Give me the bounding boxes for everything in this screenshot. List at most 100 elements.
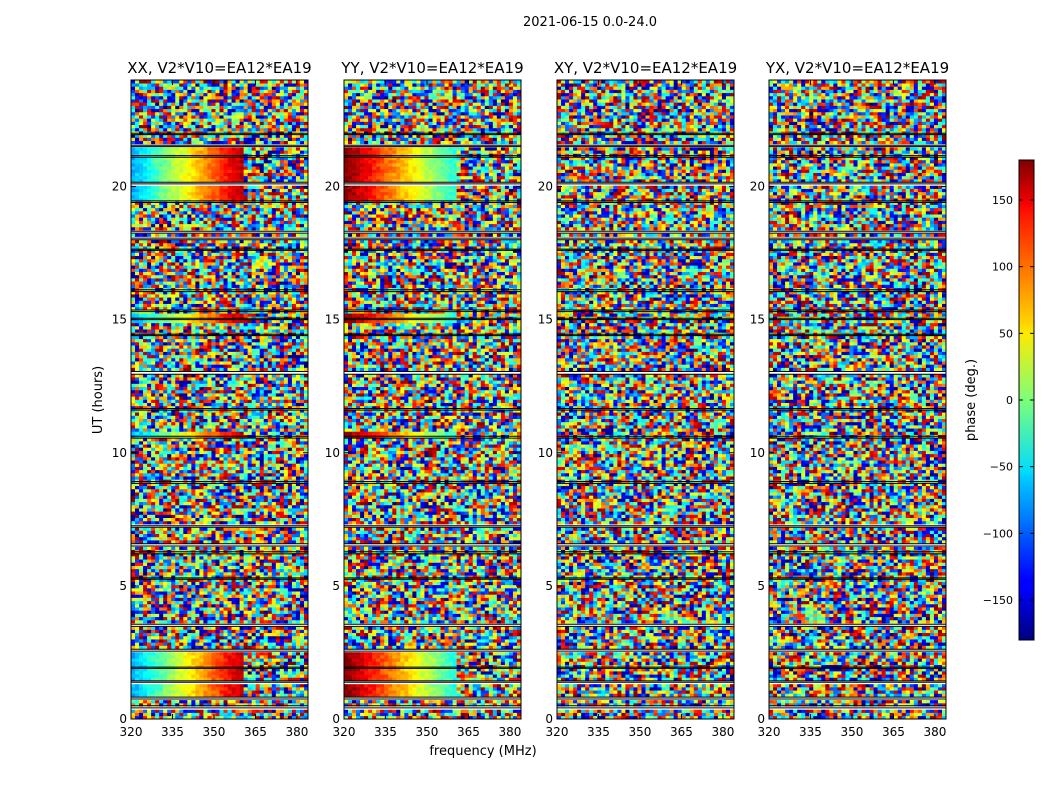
heatmap-cell — [276, 617, 280, 620]
heatmap-cell — [280, 489, 284, 492]
heatmap-cell — [215, 460, 219, 463]
heatmap-cell — [264, 463, 268, 466]
heatmap-cell — [195, 636, 199, 639]
heatmap-cell — [252, 636, 256, 639]
heatmap-cell — [248, 531, 252, 534]
heatmap-cell — [252, 511, 256, 514]
heatmap-cell — [292, 626, 296, 629]
heatmap-cell — [272, 476, 276, 479]
heatmap-cell — [155, 515, 159, 518]
heatmap-cell — [199, 521, 203, 524]
heatmap-cell — [199, 604, 203, 607]
heatmap-cell — [220, 665, 224, 668]
heatmap-cell — [147, 467, 151, 470]
heatmap-cell — [268, 674, 272, 677]
heatmap-cell — [215, 537, 219, 540]
heatmap-cell — [248, 582, 252, 585]
heatmap-cell — [232, 546, 236, 549]
heatmap-cell — [300, 639, 304, 642]
heatmap-cell — [143, 604, 147, 607]
heatmap-cell — [260, 531, 264, 534]
heatmap-cell — [224, 531, 228, 534]
heatmap-cell — [211, 665, 215, 668]
heatmap-cell — [236, 582, 240, 585]
heatmap-cell — [195, 553, 199, 556]
heatmap-cell — [175, 690, 179, 693]
heatmap-cell — [292, 556, 296, 559]
heatmap-cell — [167, 713, 171, 716]
heatmap-cell — [220, 636, 224, 639]
heatmap-cell — [228, 642, 232, 645]
heatmap-cell — [252, 601, 256, 604]
heatmap-cell — [236, 444, 240, 447]
heatmap-cell — [260, 444, 264, 447]
heatmap-cell — [228, 713, 232, 716]
heatmap-cell — [272, 700, 276, 703]
heatmap-cell — [268, 582, 272, 585]
heatmap-cell — [260, 693, 264, 696]
heatmap-cell — [300, 591, 304, 594]
heatmap-cell — [288, 633, 292, 636]
heatmap-cell — [199, 661, 203, 664]
heatmap-cell — [240, 582, 244, 585]
heatmap-cell — [288, 476, 292, 479]
heatmap-cell — [179, 505, 183, 508]
heatmap-cell — [296, 518, 300, 521]
heatmap-cell — [284, 489, 288, 492]
heatmap-cell — [211, 700, 215, 703]
heatmap-cell — [211, 495, 215, 498]
heatmap-cell — [179, 476, 183, 479]
heatmap-cell — [207, 658, 211, 661]
heatmap-cell — [276, 556, 280, 559]
heatmap-cell — [175, 553, 179, 556]
heatmap-cell — [252, 617, 256, 620]
heatmap-cell — [195, 709, 199, 712]
heatmap-cell — [167, 534, 171, 537]
heatmap-cell — [131, 476, 135, 479]
heatmap-cell — [260, 674, 264, 677]
heatmap-cell — [199, 630, 203, 633]
heatmap-cell — [228, 614, 232, 617]
heatmap-cell — [183, 457, 187, 460]
heatmap-cell — [288, 614, 292, 617]
heatmap-cell — [260, 470, 264, 473]
heatmap-cell — [175, 511, 179, 514]
heatmap-cell — [228, 489, 232, 492]
heatmap-cell — [280, 476, 284, 479]
heatmap-cell — [236, 460, 240, 463]
heatmap-cell — [284, 537, 288, 540]
heatmap-cell — [288, 562, 292, 565]
heatmap-cell — [268, 463, 272, 466]
heatmap-cell — [228, 684, 232, 687]
heatmap-cell — [187, 690, 191, 693]
heatmap-cell — [244, 630, 248, 633]
heatmap-cell — [252, 572, 256, 575]
heatmap-cell — [280, 515, 284, 518]
heatmap-cell — [203, 687, 207, 690]
heatmap-cell — [131, 671, 135, 674]
heatmap-cell — [179, 607, 183, 610]
heatmap-cell — [256, 700, 260, 703]
heatmap-cell — [183, 646, 187, 649]
heatmap-cell — [147, 444, 151, 447]
heatmap-cell — [300, 661, 304, 664]
heatmap-cell — [163, 639, 167, 642]
heatmap-cell — [260, 604, 264, 607]
heatmap-cell — [139, 441, 143, 444]
heatmap-cell — [252, 642, 256, 645]
heatmap-cell — [159, 671, 163, 674]
heatmap-cell — [215, 546, 219, 549]
heatmap-cell — [244, 559, 248, 562]
heatmap-cell — [260, 633, 264, 636]
heatmap-cell — [203, 572, 207, 575]
heatmap-cell — [268, 569, 272, 572]
heatmap-cell — [195, 457, 199, 460]
heatmap-cell — [240, 693, 244, 696]
heatmap-cell — [207, 588, 211, 591]
heatmap-cell — [159, 521, 163, 524]
heatmap-cell — [183, 684, 187, 687]
heatmap-cell — [224, 540, 228, 543]
heatmap-cell — [224, 591, 228, 594]
heatmap-cell — [207, 457, 211, 460]
heatmap-cell — [151, 441, 155, 444]
